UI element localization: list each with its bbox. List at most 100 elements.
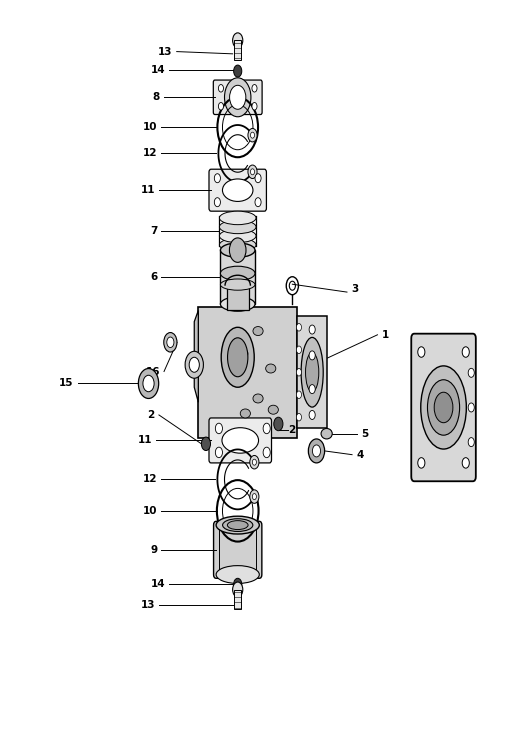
Text: 9: 9 [150, 544, 157, 555]
Circle shape [250, 456, 259, 469]
Circle shape [218, 84, 223, 92]
Circle shape [263, 423, 270, 434]
Ellipse shape [222, 179, 253, 202]
Ellipse shape [421, 366, 467, 449]
Ellipse shape [238, 349, 248, 358]
Circle shape [248, 165, 257, 178]
Circle shape [296, 368, 301, 376]
Text: 11: 11 [138, 435, 152, 444]
Circle shape [250, 490, 259, 503]
Text: 8: 8 [153, 92, 160, 102]
Text: 10: 10 [143, 506, 157, 516]
Circle shape [255, 198, 261, 207]
Ellipse shape [240, 409, 250, 418]
Circle shape [143, 375, 154, 392]
Ellipse shape [216, 566, 259, 584]
Ellipse shape [227, 520, 248, 529]
Polygon shape [194, 311, 198, 402]
Ellipse shape [253, 326, 263, 335]
Ellipse shape [219, 211, 256, 225]
Ellipse shape [220, 266, 255, 280]
Circle shape [252, 459, 257, 465]
Bar [198, 307, 297, 438]
Circle shape [215, 423, 222, 434]
FancyBboxPatch shape [411, 334, 476, 481]
Ellipse shape [306, 353, 319, 392]
Circle shape [234, 578, 242, 590]
Ellipse shape [219, 238, 256, 252]
FancyBboxPatch shape [209, 418, 271, 463]
Ellipse shape [219, 229, 256, 243]
Circle shape [468, 368, 474, 378]
Text: 12: 12 [143, 148, 157, 159]
Circle shape [201, 437, 211, 450]
Ellipse shape [221, 327, 254, 387]
Ellipse shape [428, 380, 459, 435]
Circle shape [229, 238, 246, 262]
Circle shape [418, 458, 425, 468]
Circle shape [274, 417, 283, 431]
FancyBboxPatch shape [209, 169, 266, 211]
Ellipse shape [268, 405, 278, 414]
Circle shape [309, 325, 315, 334]
Circle shape [248, 129, 257, 142]
Circle shape [468, 438, 474, 447]
Circle shape [255, 174, 261, 183]
Bar [220, 250, 255, 304]
Text: 13: 13 [141, 600, 155, 611]
Bar [226, 282, 249, 311]
FancyBboxPatch shape [213, 80, 262, 114]
Circle shape [462, 347, 469, 357]
Circle shape [214, 198, 220, 207]
Ellipse shape [216, 516, 259, 534]
Circle shape [252, 84, 257, 92]
Circle shape [233, 33, 243, 48]
Ellipse shape [223, 519, 253, 532]
Circle shape [309, 411, 315, 420]
Circle shape [229, 85, 246, 109]
Text: 13: 13 [158, 47, 173, 56]
Circle shape [138, 368, 159, 399]
Circle shape [224, 77, 251, 117]
Circle shape [250, 168, 254, 174]
Circle shape [233, 582, 243, 597]
Text: 6: 6 [150, 272, 157, 282]
Circle shape [218, 102, 223, 110]
Circle shape [309, 351, 315, 360]
Text: 2: 2 [289, 425, 296, 435]
Circle shape [167, 337, 174, 347]
Circle shape [308, 439, 324, 463]
Text: 10: 10 [143, 122, 157, 132]
Circle shape [263, 447, 270, 458]
Bar [234, 41, 241, 60]
Text: 14: 14 [150, 65, 165, 75]
Text: 14: 14 [150, 579, 165, 590]
Ellipse shape [219, 220, 256, 234]
Text: 3: 3 [351, 284, 358, 294]
Ellipse shape [220, 279, 255, 290]
Circle shape [250, 132, 254, 138]
Circle shape [185, 351, 203, 378]
Text: 2: 2 [148, 410, 155, 420]
Circle shape [189, 357, 199, 372]
Circle shape [462, 458, 469, 468]
Circle shape [296, 414, 301, 421]
Bar [234, 590, 241, 609]
Ellipse shape [253, 394, 263, 403]
Text: 12: 12 [143, 475, 157, 484]
FancyBboxPatch shape [214, 521, 262, 578]
Circle shape [252, 493, 257, 499]
Ellipse shape [222, 428, 259, 453]
Ellipse shape [434, 393, 453, 423]
Ellipse shape [266, 364, 276, 373]
Circle shape [234, 65, 242, 77]
Circle shape [215, 447, 222, 458]
Text: 11: 11 [141, 185, 155, 196]
Circle shape [164, 332, 177, 352]
Ellipse shape [220, 297, 255, 311]
Circle shape [312, 445, 320, 457]
Text: 5: 5 [361, 429, 368, 438]
Text: 15: 15 [59, 378, 74, 389]
Circle shape [252, 102, 257, 110]
Ellipse shape [321, 429, 332, 439]
